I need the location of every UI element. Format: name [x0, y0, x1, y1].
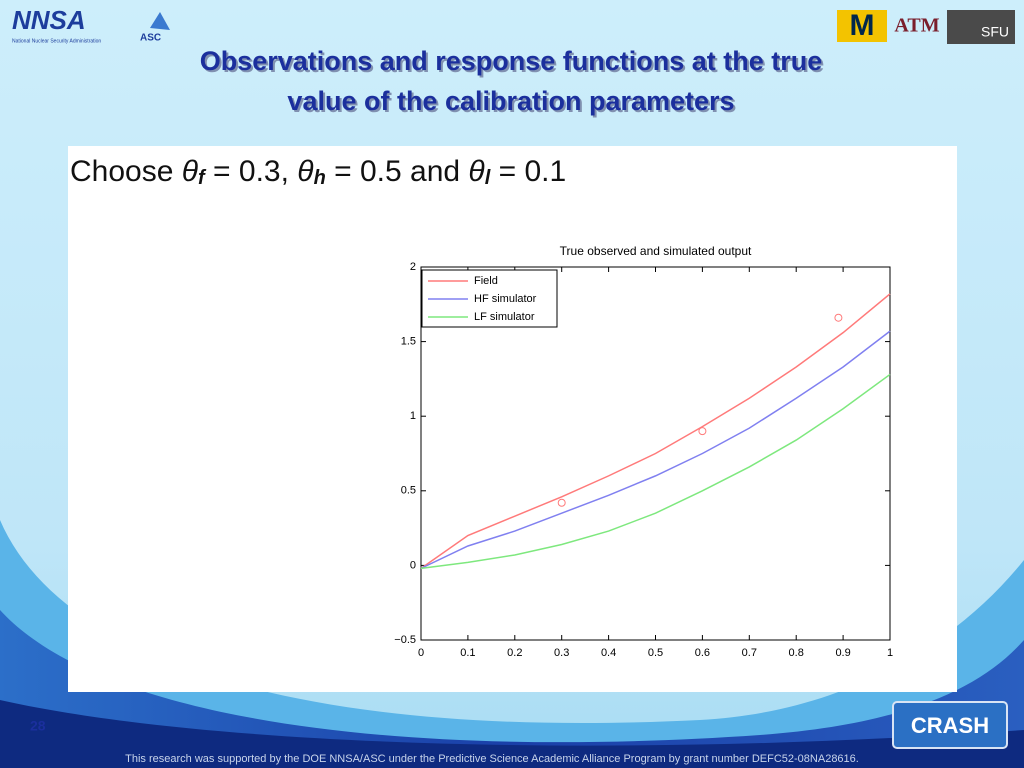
logo-tamu: ATM: [894, 15, 939, 37]
subscript: f: [198, 167, 207, 189]
crash-logo: CRASH: [911, 713, 989, 738]
statement-part: = 0.1: [490, 155, 566, 188]
logo-sfu: SFU: [981, 24, 1009, 40]
observation-point: [698, 427, 707, 436]
content-panel: [68, 146, 957, 692]
series-line: [420, 330, 891, 570]
x-tick-label: 0.9: [835, 647, 850, 659]
title-shadow: Observations and response functions at t…: [202, 48, 825, 78]
x-tick-label: 1: [887, 647, 893, 659]
legend-label: HF simulator: [474, 293, 537, 305]
y-tick-label: 2: [410, 261, 416, 273]
statement-part: θ: [182, 155, 199, 188]
x-tick-label: 0.5: [648, 647, 663, 659]
title-line: Observations and response functions at t…: [200, 46, 823, 76]
subscript: h: [314, 167, 326, 189]
legend-label: LF simulator: [474, 311, 535, 323]
x-tick-label: 0.2: [507, 647, 522, 659]
swoosh-light: [0, 520, 1024, 768]
page-number: 28: [30, 718, 46, 734]
swoosh-dark: [0, 610, 1024, 768]
crash-logo-bg: [892, 701, 1008, 749]
series-line: [420, 373, 891, 570]
series-line: [420, 293, 891, 569]
logo-asc-mark: [150, 12, 170, 30]
statement: Choose θf = 0.3, θh = 0.5 and θl = 0.1: [70, 155, 566, 189]
statement-part: θ: [468, 155, 485, 188]
chart: True observed and simulated output 0 0.1 0.…: [394, 244, 893, 659]
statement-part: θ: [297, 155, 314, 188]
y-tick-label: 0.5: [401, 485, 416, 497]
y-tick-label: 1.5: [401, 336, 416, 348]
y-tick-label: 1: [410, 410, 416, 422]
logo-sfu-bg: [947, 10, 1015, 44]
statement-part: = 0.5 and: [326, 155, 469, 188]
x-tick-label: 0.7: [742, 647, 757, 659]
x-tick-label: 0.1: [460, 647, 475, 659]
logo-nnsa-sub: National Nuclear Security Administration: [12, 38, 101, 44]
logo-asc: ASC: [140, 33, 161, 44]
acknowledgement: This research was supported by the DOE N…: [125, 753, 859, 765]
legend-label: Field: [474, 275, 498, 287]
observation-point: [834, 313, 843, 322]
chart-title: True observed and simulated output: [560, 244, 752, 258]
title: Observations and response functions at t…: [200, 46, 825, 118]
swoosh-band: [0, 700, 1024, 768]
x-tick-label: 0.8: [789, 647, 804, 659]
x-tick-label: 0.3: [554, 647, 569, 659]
statement-part: = 0.3,: [205, 155, 298, 188]
statement-part: Choose: [70, 155, 182, 188]
logo-m-bg: [837, 10, 887, 42]
x-tick-label: 0: [418, 647, 424, 659]
logo-m: M: [850, 9, 875, 42]
title-line: value of the calibration parameters: [287, 86, 734, 116]
y-tick-label: 0: [410, 559, 416, 571]
title-shadow: value of the calibration parameters: [289, 88, 736, 118]
y-tick-label: −0.5: [394, 634, 416, 646]
observation-point: [557, 498, 566, 507]
logo-nnsa: NNSA: [12, 5, 86, 35]
x-tick-label: 0.6: [695, 647, 710, 659]
subscript: l: [485, 167, 491, 189]
x-tick-label: 0.4: [601, 647, 616, 659]
